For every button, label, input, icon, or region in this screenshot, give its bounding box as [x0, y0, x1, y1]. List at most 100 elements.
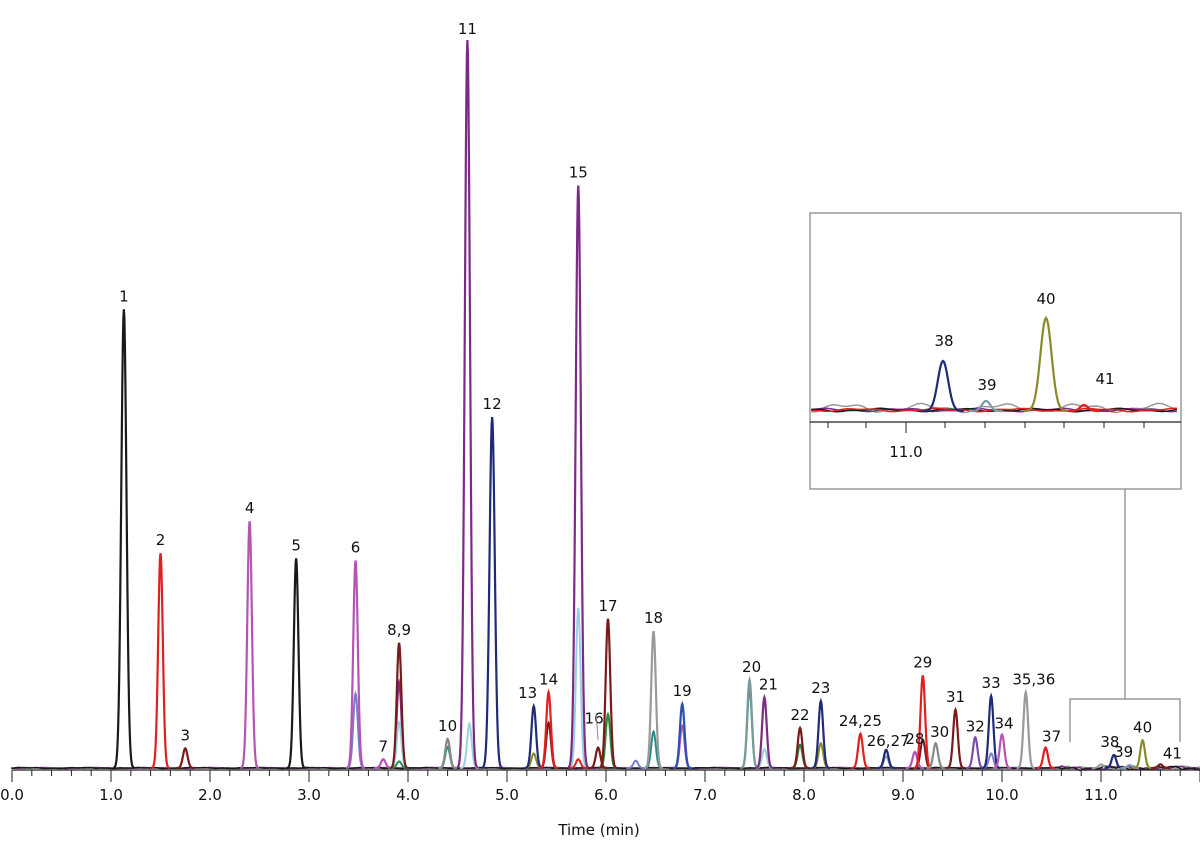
x-tick-label: 3.0: [297, 786, 321, 804]
peak-label-30: 30: [930, 723, 949, 741]
secondary-peak-trace: [539, 720, 558, 769]
trace-group: [11, 39, 1200, 772]
peak-label-7: 7: [379, 737, 389, 755]
x-tick-label: 11.0: [1084, 786, 1117, 804]
peak-16-leader-line: [595, 712, 599, 741]
secondary-peak-trace: [568, 607, 588, 769]
peak-label-37: 37: [1042, 728, 1061, 746]
x-tick-label: 1.0: [99, 786, 123, 804]
peak-label-23: 23: [811, 679, 830, 697]
inset-baseline-trace: [811, 407, 1178, 413]
secondary-peak-trace: [389, 760, 409, 769]
peak-label-15: 15: [569, 164, 588, 182]
peak-trace-37: [1036, 746, 1055, 770]
peak-trace-40: [1133, 738, 1152, 770]
x-tick-label: 5.0: [495, 786, 519, 804]
x-axis-label: Time (min): [557, 821, 639, 839]
peak-label-28: 28: [905, 730, 924, 748]
peak-trace-30: [926, 741, 945, 770]
peak-label-40: 40: [1133, 718, 1152, 736]
peak-label-41: 41: [1163, 744, 1182, 762]
peak-trace-15: [567, 185, 590, 769]
peak-trace-8-9: [389, 642, 409, 770]
peak-label-5: 5: [291, 536, 301, 554]
inset-peak-trace-39: [969, 399, 1003, 413]
x-tick-label: 6.0: [594, 786, 618, 804]
inset-peak-trace-38: [922, 359, 964, 413]
peak-label-3: 3: [181, 726, 191, 744]
peak-trace-11: [456, 39, 479, 769]
peak-label-35-36: 35,36: [1012, 670, 1055, 688]
inset-peak-label-40: 40: [1036, 290, 1055, 308]
inset-tick-group: [827, 422, 1145, 433]
secondary-peak-trace: [876, 755, 896, 769]
inset-zoom-panel: 11.0 38 39 40 41: [809, 212, 1182, 490]
peak-label-33: 33: [982, 674, 1001, 692]
peak-label-10: 10: [438, 717, 457, 735]
peak-trace-10: [438, 737, 457, 770]
inset-x-tick-label: 11.0: [889, 443, 922, 461]
peak-trace-5: [286, 558, 306, 770]
x-tick-label: 8.0: [792, 786, 816, 804]
peak-trace-18: [644, 630, 663, 770]
peak-trace-24-25: [851, 731, 870, 770]
inset-peak-label-41: 41: [1095, 370, 1114, 388]
inset-peak-trace-40: [1023, 315, 1069, 413]
peak-trace-12: [481, 417, 503, 769]
peak-label-21: 21: [759, 675, 778, 693]
peak-label-4: 4: [245, 499, 255, 517]
peak-label-8-9: 8,9: [387, 621, 411, 639]
peak-label-19: 19: [673, 682, 692, 700]
peak-trace-20: [740, 675, 759, 770]
x-tick-label: 7.0: [693, 786, 717, 804]
peak-label-26-27: 26,27: [867, 732, 910, 750]
secondary-peak-trace: [438, 745, 457, 769]
peak-trace-34: [992, 732, 1012, 770]
peak-trace-28: [905, 750, 925, 770]
x-tick-label: 9.0: [891, 786, 915, 804]
peak-label-29: 29: [913, 654, 932, 672]
peak-label-31: 31: [946, 688, 965, 706]
peak-trace-7: [374, 758, 393, 770]
peak-trace-35-36: [1016, 688, 1036, 770]
x-tick-label: 2.0: [198, 786, 222, 804]
peak-trace-19: [672, 700, 692, 770]
peak-trace-2: [151, 553, 170, 770]
peak-trace-16: [588, 746, 608, 770]
inset-bracket-line: [1069, 698, 1181, 742]
peak-label-17: 17: [598, 597, 617, 615]
x-tick-label: 4.0: [396, 786, 420, 804]
peak-trace-14: [539, 688, 558, 770]
peak-trace-38: [1104, 753, 1124, 770]
peak-label-22: 22: [790, 706, 809, 724]
peak-label-16: 16: [585, 710, 604, 728]
peak-trace-17: [598, 618, 618, 770]
peak-trace-21: [755, 693, 774, 770]
peak-label-38: 38: [1100, 733, 1119, 751]
secondary-peak-trace: [740, 685, 759, 769]
peak-trace-6: [346, 560, 365, 770]
peak-trace-13: [524, 702, 544, 770]
peak-trace-32: [966, 735, 985, 770]
secondary-peak-trace: [672, 723, 692, 769]
peak-label-18: 18: [644, 609, 663, 627]
inset-peak-trace-41: [1068, 403, 1100, 413]
peak-label-39: 39: [1114, 743, 1133, 761]
peak-trace-4: [240, 521, 260, 769]
peak-label-6: 6: [351, 539, 361, 557]
inset-frame: [809, 212, 1182, 490]
inset-bracket: [1069, 489, 1181, 742]
peak-label-24-25: 24,25: [839, 712, 882, 730]
x-tick-label: 10.0: [985, 786, 1018, 804]
peak-label-32: 32: [966, 717, 985, 735]
peak-label-34: 34: [994, 715, 1013, 733]
x-tick-label: 0.0: [0, 786, 24, 804]
secondary-peak-trace: [569, 758, 588, 769]
inset-peak-label-39: 39: [977, 376, 996, 394]
inset-peak-label-38: 38: [934, 332, 953, 350]
peak-label-2: 2: [156, 531, 166, 549]
peak-trace-31: [946, 706, 965, 770]
baseline-trace: [11, 765, 1200, 772]
peak-trace-29: [913, 675, 933, 770]
